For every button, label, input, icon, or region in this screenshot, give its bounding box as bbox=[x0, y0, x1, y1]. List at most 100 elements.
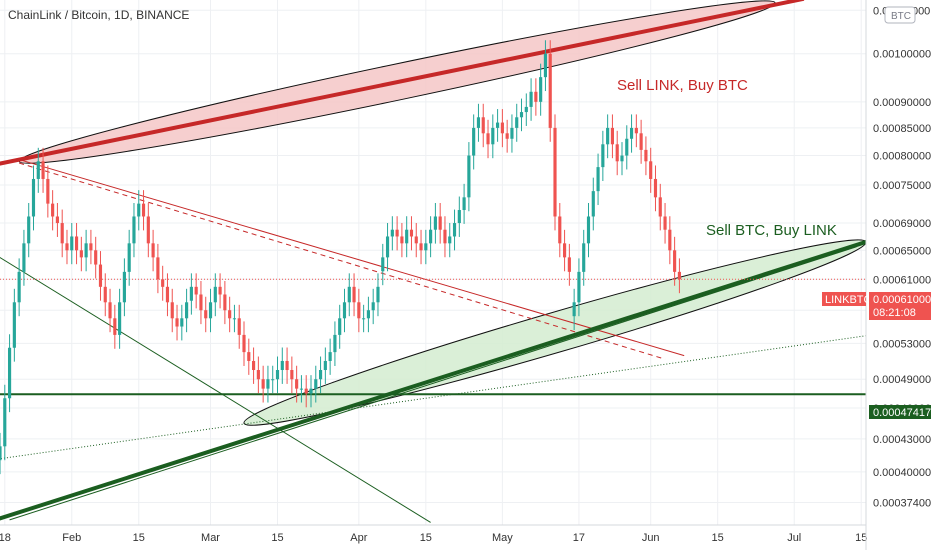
candle-body bbox=[247, 352, 251, 361]
candle-body bbox=[567, 257, 571, 272]
candle-body bbox=[89, 243, 93, 251]
candle-body bbox=[539, 77, 543, 102]
y-tick-label: 0.00075000 bbox=[873, 180, 931, 192]
candle-body bbox=[462, 197, 466, 211]
candle-body bbox=[357, 302, 361, 319]
candle-body bbox=[381, 257, 385, 272]
candle-body bbox=[400, 236, 404, 244]
candle-body bbox=[60, 223, 64, 244]
candle-body bbox=[237, 318, 241, 335]
candle-body bbox=[199, 294, 203, 311]
candle-body bbox=[261, 379, 265, 389]
candle-body bbox=[304, 388, 308, 394]
y-tick-label: 0.00069000 bbox=[873, 218, 931, 230]
candle-body bbox=[70, 236, 74, 251]
candle-body bbox=[146, 216, 150, 244]
candle-body bbox=[98, 264, 103, 287]
candle-body bbox=[414, 236, 418, 244]
candle-body bbox=[424, 243, 428, 251]
currency-badge[interactable]: BTC bbox=[884, 6, 916, 24]
candle-body bbox=[256, 370, 260, 380]
price-tags: LINKBTC 0.00061000 08:21:08 0.00047417 bbox=[822, 292, 931, 419]
candle-body bbox=[51, 203, 55, 217]
candle-body bbox=[625, 138, 629, 156]
candles bbox=[0, 40, 681, 475]
candle-body bbox=[46, 178, 50, 204]
candle-body bbox=[371, 302, 375, 311]
candle-body bbox=[27, 216, 31, 244]
x-tick-label: Jun bbox=[642, 532, 660, 544]
candle-body bbox=[668, 229, 672, 251]
chart-title: ChainLink / Bitcoin, 1D, BINANCE bbox=[8, 8, 189, 22]
candle-body bbox=[486, 133, 490, 145]
x-tick-label: Mar bbox=[201, 532, 220, 544]
x-tick-label: 18 bbox=[0, 532, 11, 544]
candle-body bbox=[118, 302, 122, 335]
candle-body bbox=[639, 133, 643, 150]
candle-body bbox=[562, 243, 567, 258]
current-price-tag-bg bbox=[869, 292, 931, 320]
candle-body bbox=[534, 91, 538, 102]
candle-body bbox=[137, 203, 141, 217]
candle-body bbox=[156, 257, 160, 280]
candle-body bbox=[529, 91, 533, 107]
candle-body bbox=[601, 144, 605, 168]
candle-body bbox=[36, 161, 40, 179]
candle-body bbox=[180, 318, 184, 327]
x-tick-label: May bbox=[492, 532, 513, 544]
candle-body bbox=[175, 318, 179, 327]
candle-body bbox=[103, 286, 107, 303]
candle-body bbox=[161, 279, 165, 287]
symbol-tag: LINKBTC bbox=[825, 294, 872, 306]
dotted-line bbox=[0, 335, 867, 460]
candle-body bbox=[500, 122, 504, 134]
candle-body bbox=[228, 310, 232, 319]
x-tick-label: 15 bbox=[420, 532, 432, 544]
candle-body bbox=[663, 216, 667, 230]
candle-body bbox=[290, 370, 294, 380]
candle-body bbox=[280, 360, 284, 371]
trend-lines bbox=[0, 0, 867, 523]
candle-body bbox=[74, 236, 79, 251]
y-tick-label: 0.00043000 bbox=[873, 434, 931, 446]
candle-body bbox=[113, 318, 117, 335]
candle-body bbox=[41, 161, 45, 179]
resistance-line bbox=[0, 0, 805, 166]
candle-body bbox=[271, 379, 275, 381]
symbol-tag-bg bbox=[822, 292, 866, 306]
candle-body bbox=[519, 112, 524, 118]
candle-body bbox=[55, 216, 59, 224]
support-line bbox=[0, 240, 867, 521]
annotation-sell-link: Sell LINK, Buy BTC bbox=[617, 77, 748, 94]
candle-body bbox=[438, 216, 442, 230]
x-tick-label: 15 bbox=[271, 532, 283, 544]
candle-body bbox=[591, 191, 595, 217]
candle-body bbox=[596, 167, 600, 192]
y-tick-label: 0.00053000 bbox=[873, 338, 931, 350]
candle-body bbox=[3, 398, 7, 447]
candle-body bbox=[17, 271, 21, 303]
y-tick-label: 0.00080000 bbox=[873, 151, 931, 163]
candle-body bbox=[515, 117, 519, 128]
candle-body bbox=[84, 243, 88, 258]
candle-body bbox=[31, 178, 36, 217]
candle-body bbox=[7, 347, 12, 399]
candle-body bbox=[491, 127, 495, 145]
candle-body bbox=[347, 286, 351, 303]
candle-body bbox=[185, 302, 189, 319]
candle-body bbox=[673, 250, 677, 272]
candle-body bbox=[476, 117, 481, 128]
candle-body bbox=[323, 360, 327, 371]
candle-body bbox=[275, 370, 280, 380]
candle-body bbox=[309, 388, 313, 394]
candle-body bbox=[141, 203, 146, 217]
descending-line bbox=[18, 159, 685, 357]
candle-body bbox=[649, 161, 653, 179]
support-price-tag-bg bbox=[869, 405, 931, 419]
currency-badge-label: BTC bbox=[891, 11, 911, 22]
candle-body bbox=[366, 310, 370, 319]
candle-body bbox=[213, 286, 217, 303]
descending-thin-line bbox=[0, 256, 431, 523]
candle-body bbox=[342, 302, 347, 319]
